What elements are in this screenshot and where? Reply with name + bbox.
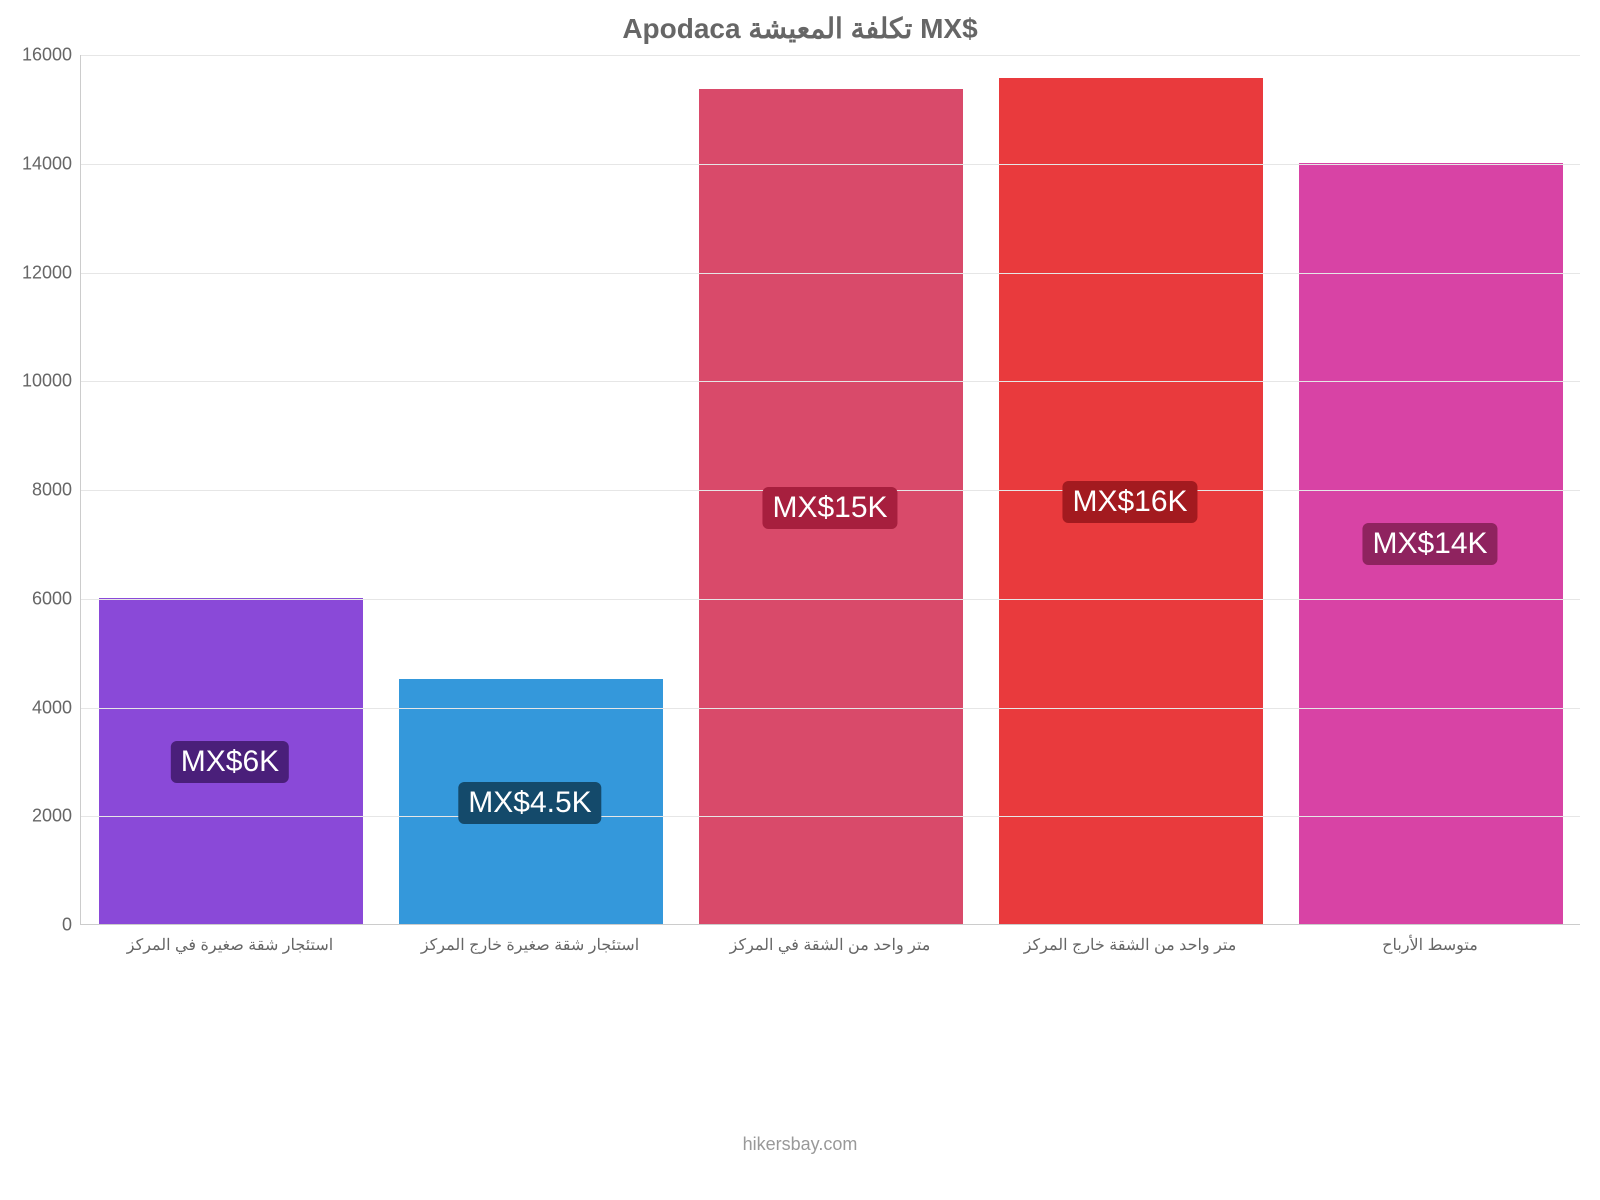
y-tick-label: 2000: [2, 806, 72, 827]
gridline: [81, 599, 1580, 600]
x-tick-label: متر واحد من الشقة خارج المركز: [1024, 935, 1237, 955]
y-tick-label: 10000: [2, 371, 72, 392]
x-tick-label: متوسط الأرباح: [1382, 935, 1478, 955]
chart-title: Apodaca تكلفة المعيشة MX$: [0, 12, 1600, 45]
value-badge: MX$4.5K: [458, 782, 601, 824]
gridline: [81, 816, 1580, 817]
x-tick-label: استئجار شقة صغيرة خارج المركز: [421, 935, 639, 955]
gridline: [81, 55, 1580, 56]
value-badge: MX$14K: [1362, 523, 1497, 565]
value-badge: MX$15K: [762, 487, 897, 529]
y-tick-label: 14000: [2, 153, 72, 174]
value-badge: MX$6K: [171, 741, 289, 783]
value-badge: MX$16K: [1062, 481, 1197, 523]
y-tick-label: 0: [2, 915, 72, 936]
gridline: [81, 273, 1580, 274]
y-tick-label: 6000: [2, 588, 72, 609]
gridline: [81, 381, 1580, 382]
y-tick-label: 8000: [2, 480, 72, 501]
attribution-text: hikersbay.com: [0, 1134, 1600, 1155]
y-tick-label: 16000: [2, 45, 72, 66]
gridline: [81, 708, 1580, 709]
gridline: [81, 164, 1580, 165]
x-tick-label: استئجار شقة صغيرة في المركز: [127, 935, 333, 955]
x-tick-label: متر واحد من الشقة في المركز: [730, 935, 931, 955]
y-tick-label: 12000: [2, 262, 72, 283]
cost-of-living-chart: Apodaca تكلفة المعيشة MX$ 0 2000 4000 6000 8…: [0, 0, 1600, 1200]
y-tick-label: 4000: [2, 697, 72, 718]
